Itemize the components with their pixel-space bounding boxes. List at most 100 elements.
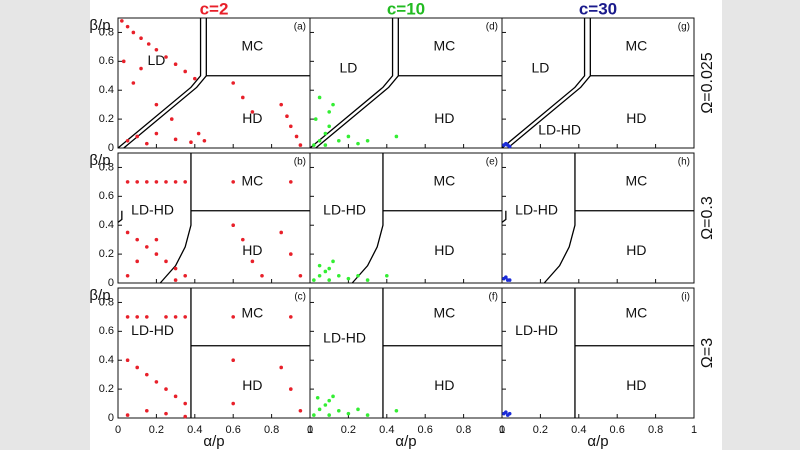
y-tick-label: 0 xyxy=(108,412,114,424)
data-point xyxy=(279,365,284,370)
data-point xyxy=(189,140,193,145)
region-label: MC xyxy=(626,305,648,321)
data-point xyxy=(317,273,322,278)
region-label: HD xyxy=(626,377,646,393)
panel-label: (d) xyxy=(486,22,498,33)
data-point xyxy=(312,278,316,282)
data-point xyxy=(250,259,255,264)
region-label: HD xyxy=(242,377,262,393)
data-point xyxy=(154,102,159,107)
data-point xyxy=(164,55,168,59)
x-axis-label: α/p xyxy=(395,433,416,450)
region-label: LD-HD xyxy=(323,201,366,217)
data-point xyxy=(331,102,335,107)
data-point xyxy=(164,315,168,319)
data-point xyxy=(145,245,149,249)
data-point xyxy=(279,102,284,107)
figure-background xyxy=(90,0,722,450)
data-point xyxy=(125,358,130,363)
data-point xyxy=(327,413,332,417)
x-tick-label: 0.8 xyxy=(264,424,279,436)
x-tick-label: 0.2 xyxy=(341,424,356,436)
data-point xyxy=(327,110,332,114)
data-point xyxy=(327,266,332,271)
y-tick-label: 0.2 xyxy=(99,113,114,125)
panel-label: (i) xyxy=(681,292,690,303)
data-point xyxy=(323,143,328,147)
data-point xyxy=(146,42,151,46)
data-point xyxy=(131,30,136,35)
x-tick-label: 0.8 xyxy=(648,424,663,436)
x-tick-label: 0.4 xyxy=(379,424,394,436)
data-point xyxy=(356,407,360,412)
data-point xyxy=(173,62,178,67)
panel-frame xyxy=(501,287,695,419)
data-point xyxy=(125,413,130,417)
data-point xyxy=(285,114,289,119)
data-point xyxy=(231,223,235,228)
region-label: HD xyxy=(242,242,262,258)
data-point xyxy=(504,275,508,280)
data-point xyxy=(154,252,159,256)
data-point xyxy=(125,24,130,29)
data-point xyxy=(317,263,322,268)
data-point xyxy=(365,138,370,143)
data-point xyxy=(231,315,235,319)
panel-label: (h) xyxy=(678,157,690,168)
x-tick-label: 0 xyxy=(499,424,505,436)
row-label: Ω=0.025 xyxy=(699,52,716,113)
region-label: HD xyxy=(434,110,454,126)
data-point xyxy=(250,110,255,114)
data-point xyxy=(154,131,159,136)
region-label: LD-HD xyxy=(323,329,366,345)
data-point xyxy=(337,408,341,413)
data-point xyxy=(125,230,130,235)
region-label: MC xyxy=(626,38,648,54)
data-point xyxy=(323,403,328,407)
data-point xyxy=(337,273,341,278)
x-tick-label: 0 xyxy=(307,424,313,436)
data-point xyxy=(356,141,360,146)
y-tick-label: 0.2 xyxy=(99,383,114,395)
row-label: Ω=0.3 xyxy=(699,196,716,240)
data-point xyxy=(121,59,126,64)
data-point xyxy=(327,398,332,403)
data-point xyxy=(183,69,187,74)
data-point xyxy=(323,269,328,274)
data-point xyxy=(154,380,159,384)
data-point xyxy=(298,273,303,278)
data-point xyxy=(346,276,351,281)
data-point xyxy=(135,180,139,184)
x-tick-label: 0.4 xyxy=(187,424,202,436)
data-point xyxy=(260,273,264,278)
phase-boundary xyxy=(117,18,202,149)
y-tick-label: 0.6 xyxy=(99,190,114,202)
data-point xyxy=(125,273,130,278)
region-label: HD xyxy=(434,242,454,258)
data-point xyxy=(356,273,360,278)
x-tick-label: 0.6 xyxy=(418,424,433,436)
region-label: MC xyxy=(242,305,264,321)
column-title: c=10 xyxy=(387,0,425,18)
data-point xyxy=(125,138,130,143)
phase-boundary xyxy=(309,18,394,149)
x-tick-label: 0.6 xyxy=(226,424,241,436)
data-point xyxy=(173,315,178,319)
region-label: HD xyxy=(242,110,262,126)
data-point xyxy=(289,387,293,391)
data-point xyxy=(507,411,512,416)
data-point xyxy=(323,131,328,136)
data-point xyxy=(365,413,370,417)
data-point xyxy=(145,372,149,377)
x-axis-label: α/p xyxy=(203,433,224,450)
data-point xyxy=(312,143,316,147)
data-point xyxy=(196,131,201,136)
data-point xyxy=(183,401,187,406)
data-point xyxy=(131,81,136,85)
region-label: HD xyxy=(434,377,454,393)
y-tick-label: 0.8 xyxy=(99,161,114,173)
region-label: MC xyxy=(434,173,456,189)
column-title: c=30 xyxy=(579,0,617,18)
data-point xyxy=(154,237,159,242)
